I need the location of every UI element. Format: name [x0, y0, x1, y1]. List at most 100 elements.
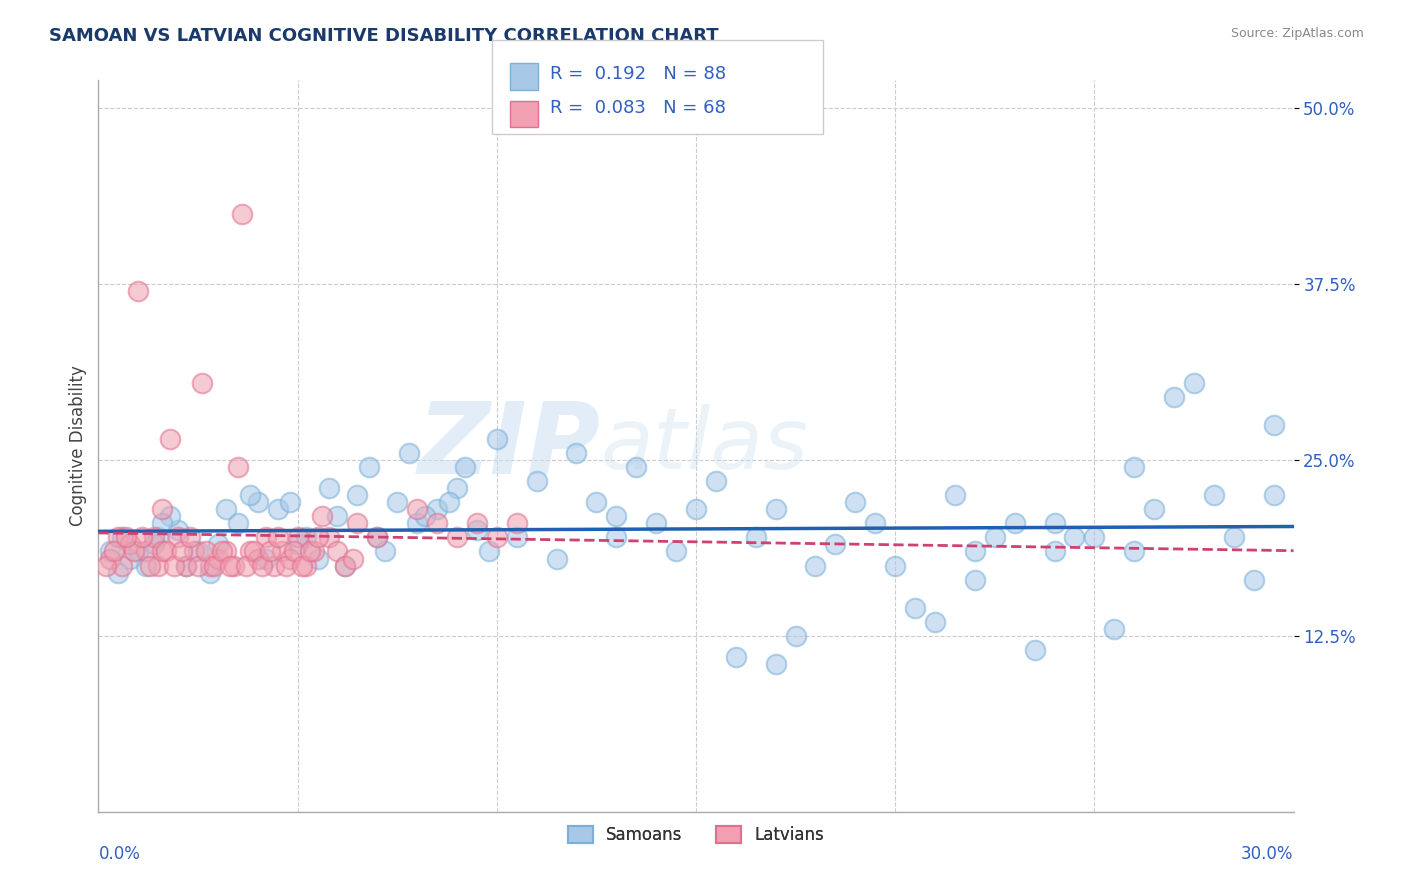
- Point: [342, 551, 364, 566]
- Point: [155, 544, 177, 558]
- Point: [1243, 573, 1265, 587]
- Point: [426, 502, 449, 516]
- Point: [135, 558, 157, 573]
- Point: [478, 544, 501, 558]
- Point: [326, 509, 349, 524]
- Text: 0.0%: 0.0%: [98, 845, 141, 863]
- Point: [485, 432, 508, 446]
- Point: [179, 530, 201, 544]
- Point: [346, 488, 368, 502]
- Point: [226, 516, 249, 531]
- Point: [246, 495, 269, 509]
- Point: [1223, 530, 1246, 544]
- Point: [904, 600, 927, 615]
- Point: [195, 544, 218, 558]
- Text: SAMOAN VS LATVIAN COGNITIVE DISABILITY CORRELATION CHART: SAMOAN VS LATVIAN COGNITIVE DISABILITY C…: [49, 27, 718, 45]
- Point: [183, 544, 205, 558]
- Point: [963, 573, 986, 587]
- Point: [454, 460, 477, 475]
- Point: [103, 544, 125, 558]
- Point: [219, 558, 242, 573]
- Point: [294, 530, 316, 544]
- Point: [785, 629, 807, 643]
- Point: [270, 544, 292, 558]
- Point: [239, 544, 262, 558]
- Point: [465, 516, 488, 531]
- Point: [246, 551, 269, 566]
- Point: [250, 558, 273, 573]
- Point: [984, 530, 1007, 544]
- Point: [745, 530, 768, 544]
- Point: [215, 544, 238, 558]
- Point: [318, 481, 340, 495]
- Point: [765, 657, 787, 671]
- Point: [465, 524, 488, 538]
- Point: [307, 551, 329, 566]
- Point: [546, 551, 568, 566]
- Point: [191, 376, 214, 390]
- Point: [198, 566, 221, 580]
- Point: [215, 502, 238, 516]
- Point: [211, 544, 233, 558]
- Point: [406, 516, 429, 531]
- Point: [1123, 544, 1146, 558]
- Point: [143, 537, 166, 551]
- Point: [1263, 417, 1285, 432]
- Point: [107, 566, 129, 580]
- Point: [298, 544, 321, 558]
- Point: [135, 544, 157, 558]
- Point: [1263, 488, 1285, 502]
- Point: [565, 446, 588, 460]
- Text: R =  0.192   N = 88: R = 0.192 N = 88: [550, 65, 725, 83]
- Point: [1043, 544, 1066, 558]
- Point: [526, 474, 548, 488]
- Point: [267, 530, 290, 544]
- Point: [1004, 516, 1026, 531]
- Point: [127, 544, 149, 558]
- Point: [150, 516, 173, 531]
- Point: [174, 558, 197, 573]
- Point: [96, 558, 118, 573]
- Point: [311, 509, 333, 524]
- Point: [254, 530, 277, 544]
- Point: [1123, 460, 1146, 475]
- Point: [287, 537, 309, 551]
- Point: [765, 502, 787, 516]
- Point: [1063, 530, 1085, 544]
- Point: [202, 558, 225, 573]
- Point: [645, 516, 668, 531]
- Point: [111, 530, 134, 544]
- Point: [346, 516, 368, 531]
- Point: [148, 558, 170, 573]
- Point: [239, 488, 262, 502]
- Point: [446, 481, 468, 495]
- Point: [163, 558, 186, 573]
- Text: ZIP: ZIP: [418, 398, 600, 494]
- Point: [98, 551, 122, 566]
- Point: [605, 509, 627, 524]
- Point: [167, 524, 190, 538]
- Point: [437, 495, 460, 509]
- Point: [207, 537, 229, 551]
- Point: [685, 502, 707, 516]
- Point: [1024, 643, 1046, 657]
- Point: [98, 544, 122, 558]
- Point: [294, 558, 316, 573]
- Point: [1182, 376, 1205, 390]
- Point: [115, 530, 138, 544]
- Point: [198, 558, 221, 573]
- Point: [884, 558, 907, 573]
- Point: [172, 544, 194, 558]
- Point: [307, 530, 329, 544]
- Point: [426, 516, 449, 531]
- Point: [326, 544, 349, 558]
- Point: [150, 544, 173, 558]
- Point: [1163, 390, 1185, 404]
- Point: [704, 474, 727, 488]
- Point: [1043, 516, 1066, 531]
- Point: [446, 530, 468, 544]
- Text: atlas: atlas: [600, 404, 808, 488]
- Point: [924, 615, 946, 629]
- Point: [865, 516, 887, 531]
- Point: [107, 530, 129, 544]
